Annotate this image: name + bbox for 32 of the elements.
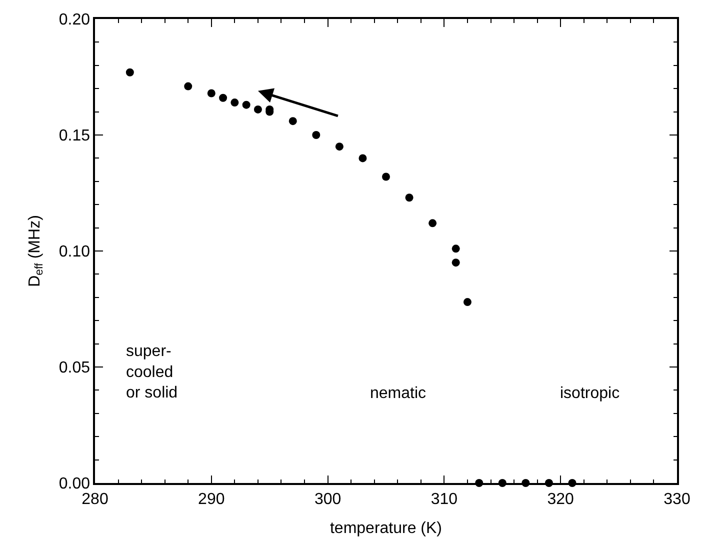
point	[463, 298, 472, 306]
point	[335, 142, 344, 151]
point	[288, 117, 297, 126]
x-tick-label: 310	[430, 490, 458, 508]
y-tick-label: 0.20	[58, 12, 90, 29]
y-tick-label: 0.05	[58, 360, 90, 377]
x-tick-label: 300	[314, 490, 342, 508]
point	[184, 82, 192, 90]
point	[452, 258, 460, 267]
point	[254, 105, 262, 114]
point	[230, 98, 239, 107]
y-tick-label: 0.10	[58, 244, 90, 261]
x-tick-label: 330	[664, 490, 690, 508]
point	[382, 172, 390, 181]
y-tick-label: 0.00	[58, 476, 90, 493]
x-tick-label: 320	[547, 490, 574, 508]
point	[358, 154, 367, 162]
point	[405, 194, 414, 202]
annotation: nematic	[370, 385, 426, 402]
point	[242, 100, 250, 109]
point	[219, 94, 228, 102]
x-tick-label: 280	[82, 490, 108, 508]
point	[207, 89, 216, 98]
x-tick-label: 290	[198, 490, 225, 508]
annotation: super- cooled or solid	[126, 343, 178, 402]
annotation: isotropic	[560, 385, 620, 402]
point	[452, 244, 460, 253]
point	[312, 131, 320, 139]
point	[126, 68, 134, 76]
x-axis-title: temperature (K)	[330, 520, 442, 538]
y-tick-label: 0.15	[58, 128, 90, 145]
point	[428, 219, 437, 228]
